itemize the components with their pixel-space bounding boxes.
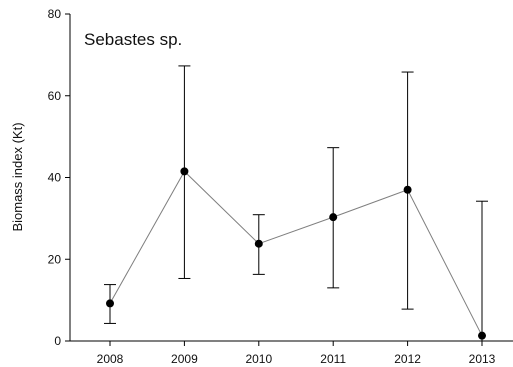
data-point <box>180 167 189 176</box>
y-tick-label: 40 <box>48 171 62 185</box>
data-points <box>106 167 486 340</box>
y-axis-label: Biomass index (Kt) <box>10 122 25 231</box>
x-tick-label: 2008 <box>97 352 124 366</box>
y-axis-ticks: 0 20 40 60 80 <box>48 7 70 348</box>
data-point <box>254 239 263 248</box>
x-tick-label: 2012 <box>394 352 421 366</box>
y-tick-label: 80 <box>48 7 62 21</box>
data-point <box>106 299 114 308</box>
x-tick-label: 2010 <box>245 352 272 366</box>
error-bars <box>104 65 488 341</box>
series-line <box>109 170 483 336</box>
data-point <box>403 185 412 194</box>
data-point <box>478 331 486 340</box>
x-axis-ticks: 2008 2009 2010 2011 2012 2013 <box>97 341 496 366</box>
data-point <box>329 213 338 222</box>
plot-frame <box>69 14 513 342</box>
y-tick-label: 20 <box>48 252 62 266</box>
x-tick-label: 2009 <box>171 352 198 366</box>
y-tick-label: 0 <box>54 334 61 348</box>
chart-title: Sebastes sp. <box>84 30 182 49</box>
x-tick-label: 2011 <box>320 352 346 366</box>
x-tick-label: 2013 <box>469 352 496 366</box>
y-tick-label: 60 <box>48 89 62 103</box>
